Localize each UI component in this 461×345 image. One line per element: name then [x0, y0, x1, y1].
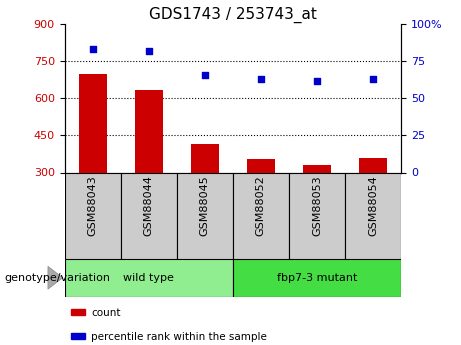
Point — [145, 48, 152, 53]
Text: genotype/variation: genotype/variation — [5, 273, 111, 283]
Text: wild type: wild type — [123, 273, 174, 283]
Point — [89, 47, 96, 52]
Text: GSM88053: GSM88053 — [312, 175, 322, 236]
Text: GSM88044: GSM88044 — [144, 175, 154, 236]
Bar — [289, 172, 345, 259]
Bar — [303, 165, 331, 172]
Bar — [247, 159, 275, 172]
Bar — [359, 158, 387, 172]
Point — [201, 72, 208, 77]
Bar — [233, 259, 401, 297]
Bar — [65, 172, 121, 259]
Bar — [345, 172, 401, 259]
Bar — [71, 333, 85, 339]
Point — [257, 76, 265, 82]
Bar — [71, 309, 85, 315]
Bar — [121, 172, 177, 259]
Text: percentile rank within the sample: percentile rank within the sample — [91, 332, 267, 342]
Title: GDS1743 / 253743_at: GDS1743 / 253743_at — [149, 7, 317, 23]
Text: count: count — [91, 308, 121, 318]
Text: GSM88045: GSM88045 — [200, 175, 210, 236]
Bar — [233, 172, 289, 259]
Bar — [135, 90, 163, 172]
Text: fbp7-3 mutant: fbp7-3 mutant — [277, 273, 357, 283]
Text: GSM88054: GSM88054 — [368, 175, 378, 236]
Text: GSM88043: GSM88043 — [88, 175, 98, 236]
Bar — [177, 172, 233, 259]
Bar — [78, 73, 106, 172]
Bar — [65, 259, 233, 297]
Bar — [191, 144, 219, 172]
Polygon shape — [48, 266, 63, 289]
Text: GSM88052: GSM88052 — [256, 175, 266, 236]
Point — [369, 76, 377, 82]
Point — [313, 78, 321, 83]
